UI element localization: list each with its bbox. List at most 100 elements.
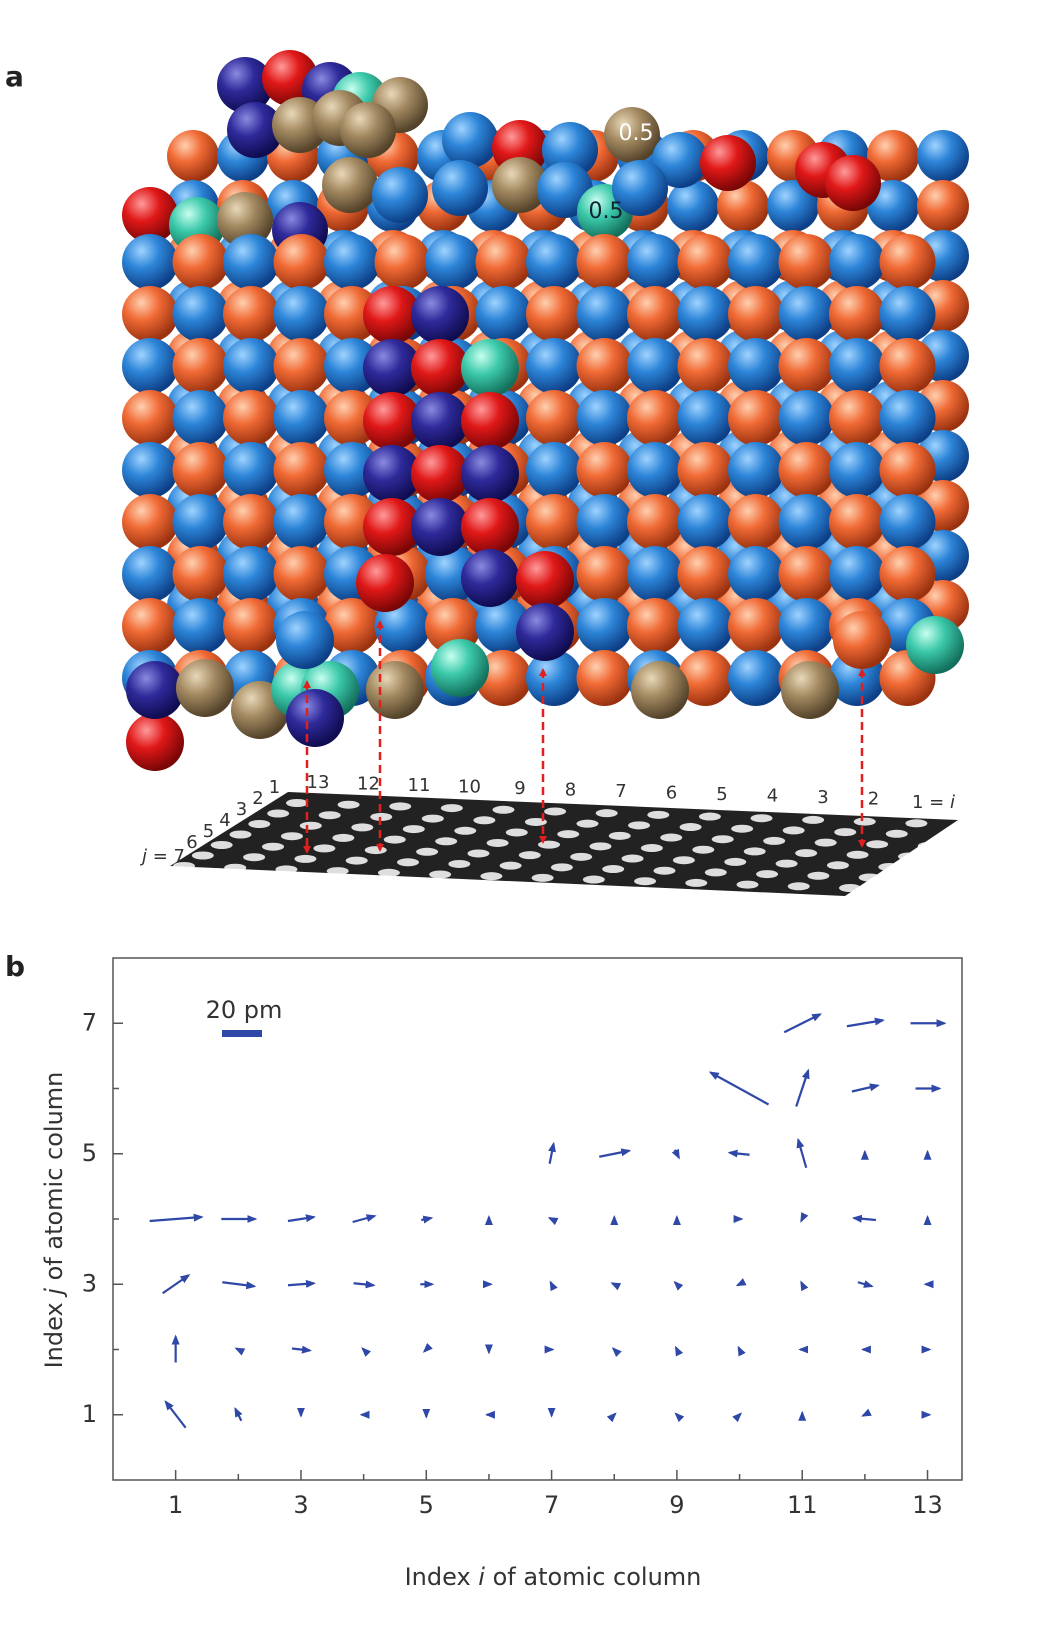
image-spot: [440, 804, 463, 813]
j-label: 5: [203, 821, 214, 842]
displacement-arrow: [795, 1068, 810, 1107]
x-axis-label-text: i: [478, 1563, 485, 1591]
atom: [217, 57, 273, 113]
atom: [526, 390, 582, 446]
image-spot: [299, 821, 322, 830]
image-spot: [397, 858, 420, 867]
i-label-text: 1 =: [912, 792, 950, 813]
y-axis-label-text: j: [40, 1288, 68, 1298]
atom: [677, 390, 734, 446]
image-spot: [531, 873, 554, 882]
displacement-arrow: [234, 1406, 243, 1422]
annotation: 0.5: [589, 199, 624, 224]
atom: [526, 494, 582, 550]
image-spot: [570, 852, 593, 861]
atom: [677, 442, 734, 498]
atom: [273, 338, 330, 394]
image-spot: [858, 873, 881, 882]
atom: [356, 554, 414, 612]
image-spot: [724, 857, 747, 866]
atom: [576, 442, 633, 498]
displacement-arrow: [851, 1083, 880, 1093]
atom: [516, 551, 574, 609]
j-label-text: j: [139, 846, 147, 867]
annotation: 0.5: [619, 121, 654, 146]
displacement-arrow: [421, 1215, 434, 1224]
i-label: 6: [666, 783, 677, 804]
atom: [576, 390, 633, 446]
atom: [728, 286, 784, 342]
image-spot: [582, 875, 605, 884]
image-spot: [267, 809, 290, 818]
atom: [627, 494, 683, 550]
image-spot: [878, 863, 901, 871]
displacement-arrow: [149, 1213, 204, 1223]
displacement-arrow: [800, 1280, 809, 1292]
image-spot: [262, 842, 285, 851]
displacement-arrow: [549, 1280, 558, 1292]
atom: [728, 390, 784, 446]
image-spot: [318, 811, 341, 820]
atom: [667, 180, 719, 232]
atom: [461, 339, 519, 397]
i-label: 7: [615, 781, 626, 802]
atom: [627, 598, 683, 654]
atom: [879, 546, 936, 602]
atom: [677, 286, 734, 342]
atom: [778, 442, 835, 498]
atom: [627, 390, 683, 446]
displacement-arrow: [361, 1347, 372, 1357]
displacement-arrow: [222, 1281, 257, 1290]
atom: [363, 498, 421, 556]
atom: [475, 234, 532, 290]
image-spot: [173, 862, 195, 870]
atom: [829, 442, 885, 498]
atom: [829, 286, 885, 342]
atom: [411, 498, 469, 556]
atom: [677, 650, 734, 706]
atom: [576, 494, 633, 550]
image-spot: [480, 872, 503, 881]
atom: [728, 494, 784, 550]
atom: [340, 102, 396, 158]
atom: [431, 639, 489, 697]
atom: [829, 494, 885, 550]
image-spot: [557, 830, 580, 839]
i-label: 9: [514, 778, 525, 799]
atom: [825, 155, 881, 211]
j-label: 1: [269, 777, 280, 798]
displacement-arrow: [606, 1412, 617, 1423]
y-axis-label: Index j of atomic column: [40, 1072, 68, 1369]
j-label-text: = 7: [147, 846, 185, 867]
i-label: 4: [767, 786, 778, 807]
image-spot: [421, 814, 444, 823]
image-spot: [589, 842, 612, 851]
atom: [576, 546, 633, 602]
atom: [461, 498, 519, 556]
displacement-arrow: [353, 1280, 376, 1289]
x-tick-label: 9: [669, 1491, 684, 1519]
atom: [122, 234, 178, 290]
panel-label: b: [5, 950, 25, 983]
i-label: 12: [357, 774, 380, 795]
x-tick-label: 13: [912, 1491, 943, 1519]
image-spot: [698, 812, 721, 821]
image-spot: [853, 817, 876, 826]
image-spot: [383, 835, 406, 844]
image-spot: [826, 861, 849, 870]
atom: [728, 234, 784, 290]
atom: [324, 286, 380, 342]
image-spot: [544, 807, 567, 816]
atom: [778, 234, 835, 290]
atom: [172, 234, 229, 290]
atom: [273, 286, 330, 342]
atom: [829, 390, 885, 446]
atom: [867, 130, 919, 182]
image-spot: [775, 859, 798, 868]
atom: [273, 234, 330, 290]
atom: [273, 442, 330, 498]
scale-bar-label: 20 pm: [206, 996, 283, 1024]
atom: [461, 392, 519, 450]
atom: [172, 286, 229, 342]
